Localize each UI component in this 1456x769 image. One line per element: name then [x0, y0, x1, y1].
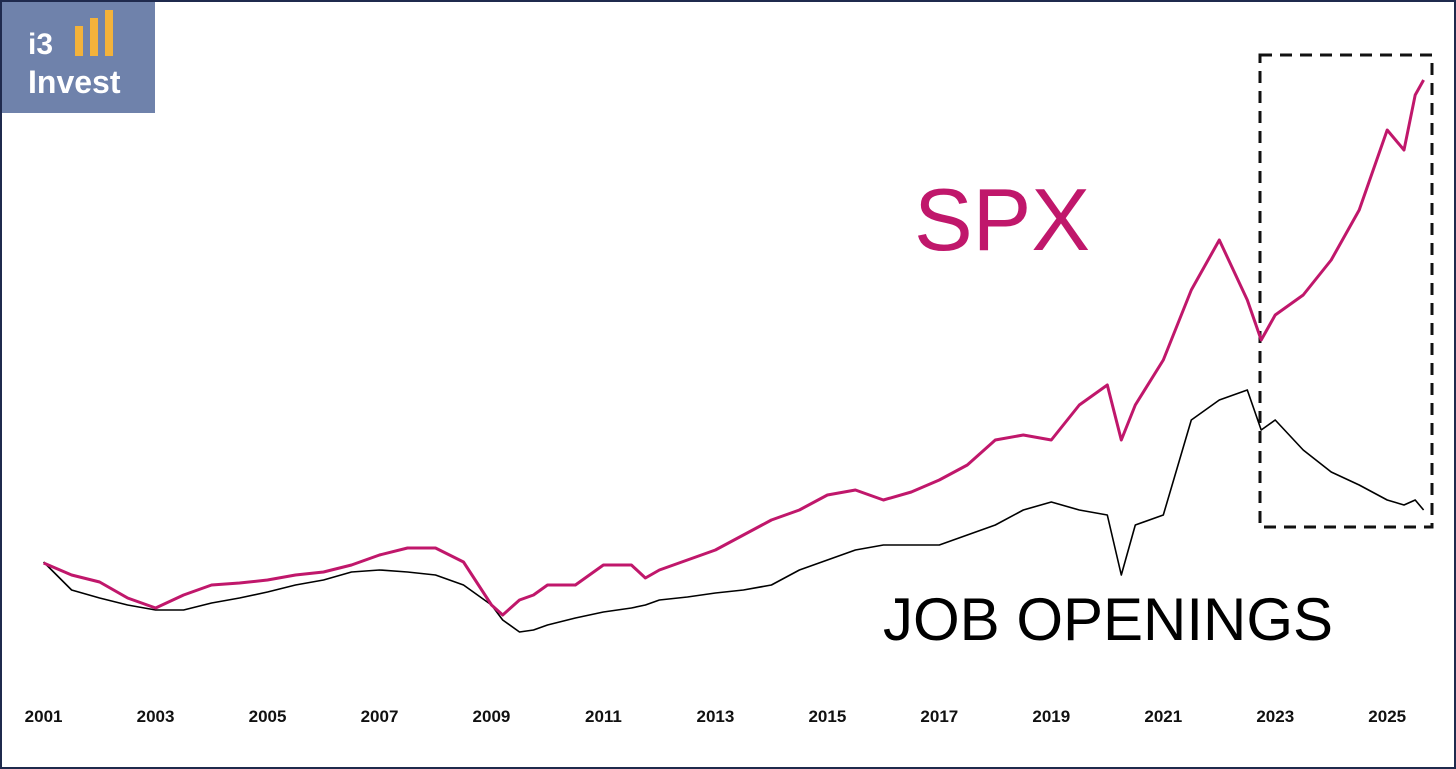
logo-line2: Invest: [28, 64, 121, 100]
logo-bar: [105, 10, 113, 56]
logo-bar: [75, 26, 83, 56]
logo-box: [2, 2, 155, 113]
x-tick-label: 2013: [696, 707, 734, 726]
series-label: SPX: [914, 170, 1090, 269]
x-tick-label: 2023: [1256, 707, 1294, 726]
x-tick-label: 2003: [137, 707, 175, 726]
logo: i3 Invest: [2, 2, 155, 113]
x-tick-label: 2021: [1144, 707, 1182, 726]
x-tick-label: 2011: [585, 707, 622, 726]
x-tick-label: 2015: [808, 707, 846, 726]
highlight-box: [1258, 53, 1434, 529]
x-tick-label: 2009: [473, 707, 511, 726]
x-tick-label: 2025: [1368, 707, 1406, 726]
logo-bar: [90, 18, 98, 56]
x-tick-label: 2001: [25, 707, 63, 726]
series-line: [43, 79, 1425, 617]
x-tick-label: 2007: [361, 707, 399, 726]
series-label: JOB OPENINGS: [883, 586, 1333, 653]
x-tick-label: 2017: [920, 707, 958, 726]
x-tick-label: 2005: [249, 707, 287, 726]
logo-line1: i3: [28, 28, 53, 61]
x-tick-label: 2019: [1032, 707, 1070, 726]
series-line: [43, 389, 1425, 633]
